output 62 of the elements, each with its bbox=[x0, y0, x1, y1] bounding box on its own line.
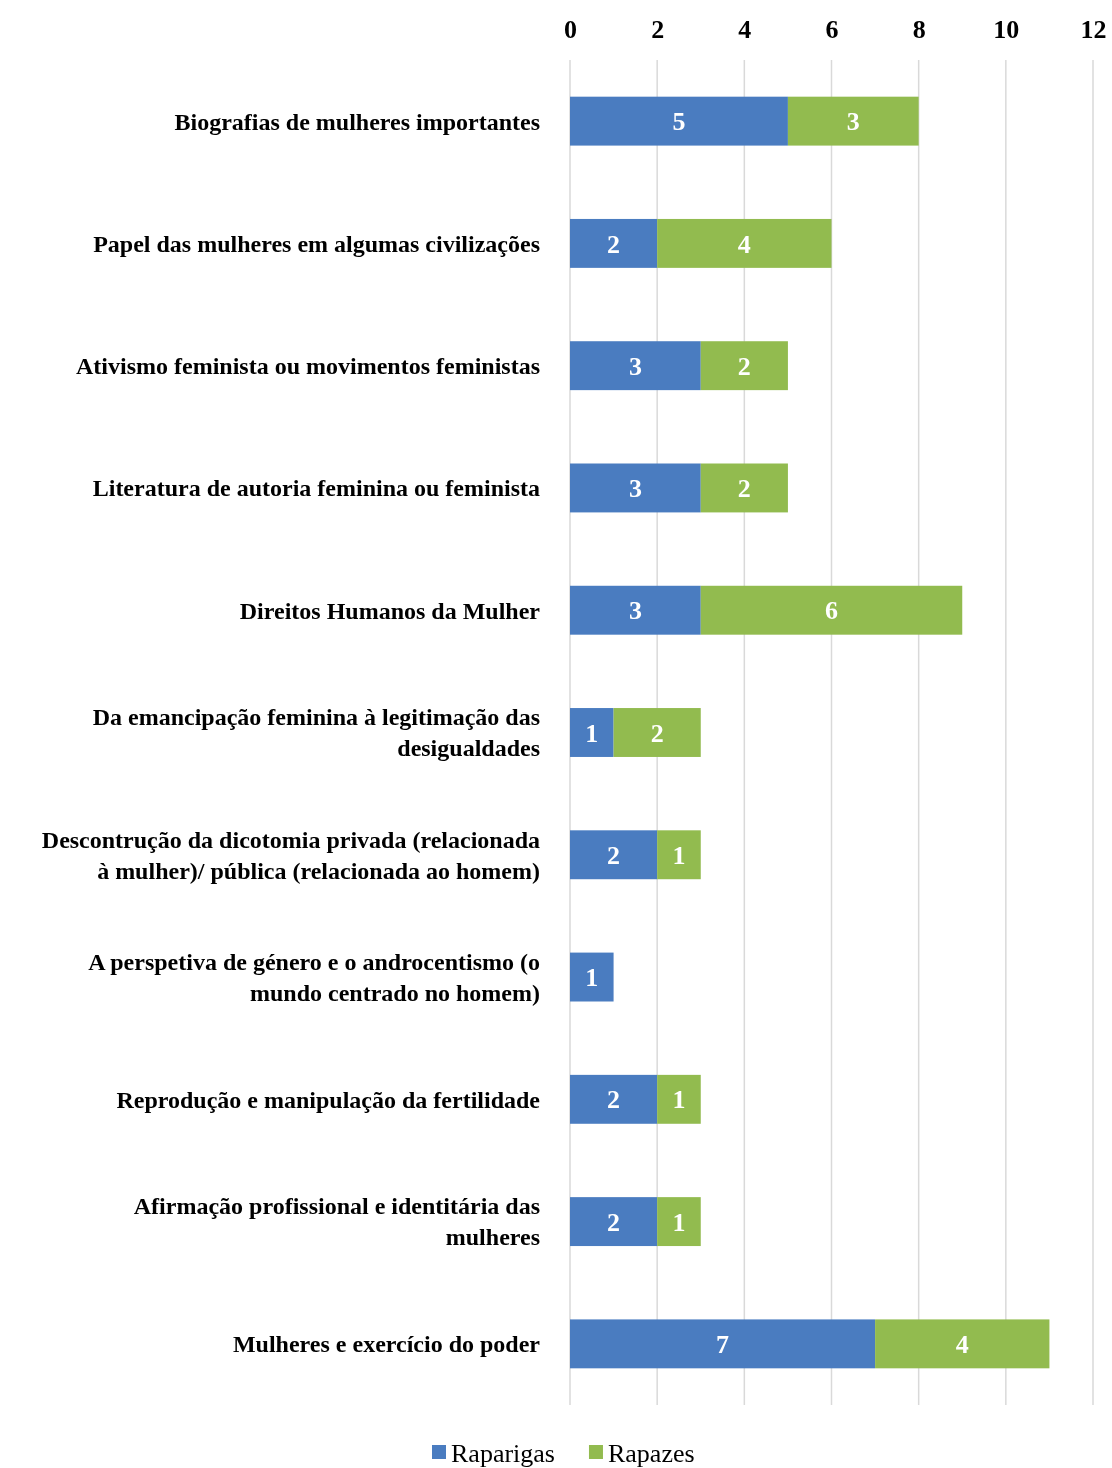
data-label: 2 bbox=[607, 1085, 621, 1115]
data-label: 3 bbox=[628, 474, 642, 504]
y-tick-label: Ativismo feminista ou movimentos feministas bbox=[76, 353, 540, 380]
y-tick-label: Direitos Humanos da Mulher bbox=[239, 597, 541, 624]
x-tick-label: 6 bbox=[825, 15, 839, 44]
bar bbox=[700, 585, 963, 635]
data-label: 2 bbox=[650, 718, 664, 748]
data-label: 1 bbox=[585, 963, 599, 993]
bar bbox=[570, 708, 614, 757]
bar bbox=[570, 463, 701, 513]
y-tick-label: A perspetiva de género e o androcentismo (o mundo centrado no homem) bbox=[88, 948, 540, 1006]
data-label: 4 bbox=[955, 1329, 969, 1359]
x-tick-label: 10 bbox=[993, 15, 1020, 44]
bar bbox=[875, 1319, 1050, 1369]
y-tick-label: Mulheres e exercício do poder bbox=[232, 1331, 541, 1358]
bar bbox=[700, 463, 788, 513]
data-label: 3 bbox=[628, 596, 642, 626]
data-label: 1 bbox=[672, 840, 686, 870]
bar bbox=[570, 1197, 658, 1247]
data-label: 4 bbox=[737, 229, 751, 259]
data-label: 1 bbox=[585, 718, 599, 748]
y-tick-label: Literatura de autoria feminina ou feminista bbox=[92, 475, 540, 502]
data-label: 2 bbox=[607, 840, 621, 870]
y-tick-label: Descontrução da dicotomia privada (relacionada à mulher)/ pública (relacionada ao homem) bbox=[41, 826, 540, 884]
x-tick-label: 12 bbox=[1080, 15, 1107, 44]
x-tick-label: 2 bbox=[651, 15, 665, 44]
bar bbox=[570, 952, 614, 1002]
bar bbox=[570, 341, 701, 391]
x-tick-label: 8 bbox=[912, 15, 926, 44]
data-label: 5 bbox=[672, 107, 686, 137]
bar bbox=[700, 341, 788, 391]
data-label: 2 bbox=[607, 229, 621, 259]
x-tick-label: 0 bbox=[564, 15, 577, 44]
legend-label: Rapazes bbox=[607, 1439, 695, 1468]
bar bbox=[570, 96, 788, 146]
bar bbox=[657, 830, 701, 880]
legend-label: Raparigas bbox=[451, 1439, 555, 1468]
bar bbox=[570, 585, 701, 635]
data-label: 6 bbox=[825, 596, 838, 626]
data-label: 3 bbox=[846, 107, 860, 137]
bar bbox=[657, 1197, 701, 1247]
data-label: 2 bbox=[607, 1207, 621, 1237]
bar bbox=[657, 218, 832, 268]
data-label: 3 bbox=[628, 351, 642, 381]
data-label: 1 bbox=[672, 1085, 686, 1115]
data-label: 2 bbox=[737, 474, 751, 504]
bar bbox=[570, 1074, 658, 1124]
bar bbox=[570, 218, 658, 268]
data-label: 2 bbox=[737, 351, 751, 381]
y-tick-label: Papel das mulheres em algumas civilizações bbox=[93, 230, 540, 257]
bar bbox=[613, 708, 701, 757]
x-tick-label: 4 bbox=[738, 15, 752, 44]
bar bbox=[570, 1319, 876, 1369]
y-tick-label: Afirmação profissional e identitária das mulheres bbox=[133, 1193, 540, 1251]
data-label: 7 bbox=[716, 1329, 730, 1359]
data-label: 1 bbox=[672, 1207, 686, 1237]
bar bbox=[787, 96, 919, 146]
y-tick-label: Reprodução e manipulação da fertilidade bbox=[116, 1086, 541, 1113]
y-tick-label: Da emancipação feminina à legitimação das desigualdades bbox=[92, 704, 540, 762]
bar bbox=[570, 830, 658, 880]
y-tick-label: Biografias de mulheres importantes bbox=[174, 108, 540, 135]
bar bbox=[657, 1074, 701, 1124]
